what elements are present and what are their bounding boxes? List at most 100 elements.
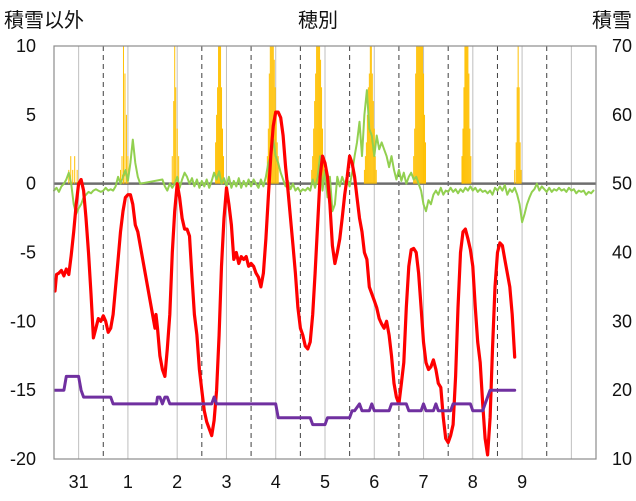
precipitation-bar (127, 156, 129, 184)
precipitation-bar (314, 101, 316, 184)
precipitation-bar (417, 46, 419, 184)
precipitation-bar (178, 156, 180, 184)
precipitation-bar (272, 46, 274, 184)
x-tick-label: 4 (271, 472, 281, 492)
x-tick-label: 1 (123, 472, 133, 492)
precipitation-bar (217, 87, 219, 184)
precipitation-bar (365, 142, 367, 184)
precipitation-bar (425, 142, 427, 184)
precipitation-bar (518, 87, 520, 184)
precipitation-bar (465, 46, 467, 184)
precipitation-bar (413, 156, 415, 184)
precipitation-bar (514, 169, 516, 184)
right-tick-label: 30 (612, 311, 632, 331)
precipitation-bar (175, 87, 177, 184)
precipitation-bar (416, 46, 418, 184)
precipitation-bar (218, 46, 220, 184)
precipitation-bar (469, 128, 471, 184)
precipitation-bar (220, 46, 222, 184)
precipitation-bar (223, 156, 224, 184)
x-tick-label: 31 (69, 472, 89, 492)
precipitation-bar (216, 114, 218, 184)
series-line (53, 89, 595, 224)
left-tick-label: -20 (10, 449, 36, 469)
precipitation-bar (419, 46, 421, 184)
precipitation-bar (317, 46, 319, 184)
precipitation-bar (125, 114, 127, 184)
left-tick-label: 10 (16, 36, 36, 56)
right-tick-label: 50 (612, 174, 632, 194)
precipitation-bar (420, 46, 422, 184)
precipitation-bar (462, 128, 464, 184)
precipitation-bar (120, 169, 122, 184)
precipitation-bar (275, 114, 277, 184)
precipitation-bar (321, 87, 323, 184)
left-tick-label: -15 (10, 380, 36, 400)
precipitation-bar (515, 142, 517, 184)
precipitation-bars (68, 46, 522, 184)
precipitation-bar (519, 142, 521, 184)
precipitation-bar (414, 128, 416, 184)
precipitation-bar (315, 73, 317, 184)
chart-title: 穂別 (298, 8, 338, 32)
x-tick-label: 6 (369, 472, 379, 492)
precipitation-bar (424, 114, 426, 184)
x-tick-label: 7 (419, 472, 429, 492)
precipitation-bar (76, 169, 78, 184)
left-tick-label: 0 (26, 174, 36, 194)
precipitation-bar (267, 128, 269, 184)
precipitation-bar (415, 73, 417, 184)
x-tick-label: 3 (221, 472, 231, 492)
precipitation-bar (271, 46, 273, 184)
precipitation-bar (463, 87, 465, 184)
precipitation-bar (171, 156, 173, 184)
precipitation-bar (318, 46, 320, 184)
precipitation-bar (311, 169, 313, 184)
precipitation-bar (364, 156, 366, 184)
precipitation-bar (277, 156, 279, 184)
precipitation-bar (121, 156, 123, 184)
precipitation-bar (375, 169, 377, 184)
x-tick-label: 9 (517, 472, 527, 492)
precipitation-bar (219, 46, 221, 184)
precipitation-bar (269, 46, 271, 184)
precipitation-bar (215, 142, 217, 184)
precipitation-bar (422, 46, 424, 184)
right-tick-label: 70 (612, 36, 632, 56)
precipitation-bar (468, 73, 470, 184)
right-tick-label: 10 (612, 449, 632, 469)
precipitation-bar (423, 73, 425, 184)
precipitation-bar (274, 87, 276, 184)
precipitation-bar (72, 169, 74, 184)
right-tick-label: 40 (612, 243, 632, 263)
precipitation-bar (517, 46, 519, 184)
right-tick-label: 60 (612, 105, 632, 125)
right-axis-label: 積雪 (592, 8, 632, 32)
series-line (53, 110, 517, 457)
precipitation-bar (470, 156, 472, 184)
precipitation-bar (369, 46, 371, 184)
precipitation-bar (319, 46, 321, 184)
precipitation-bar (320, 59, 322, 184)
precipitation-bar (464, 46, 466, 184)
precipitation-bar (363, 169, 365, 184)
precipitation-bar (367, 87, 369, 184)
precipitation-bar (124, 73, 126, 184)
precipitation-bar (366, 114, 368, 184)
precipitation-bar (268, 73, 270, 184)
precipitation-bar (421, 46, 423, 184)
precipitation-bar (176, 128, 178, 184)
precipitation-bar (70, 156, 72, 184)
precipitation-bar (222, 128, 224, 184)
series-lines (53, 89, 595, 457)
precipitation-bar (173, 101, 175, 184)
precipitation-bar (312, 156, 314, 184)
precipitation-bar (467, 46, 469, 184)
precipitation-bar (313, 128, 315, 184)
left-tick-label: 5 (26, 105, 36, 125)
x-tick-label: 5 (320, 472, 330, 492)
plot-frame (53, 45, 597, 460)
x-tick-label: 2 (172, 472, 182, 492)
